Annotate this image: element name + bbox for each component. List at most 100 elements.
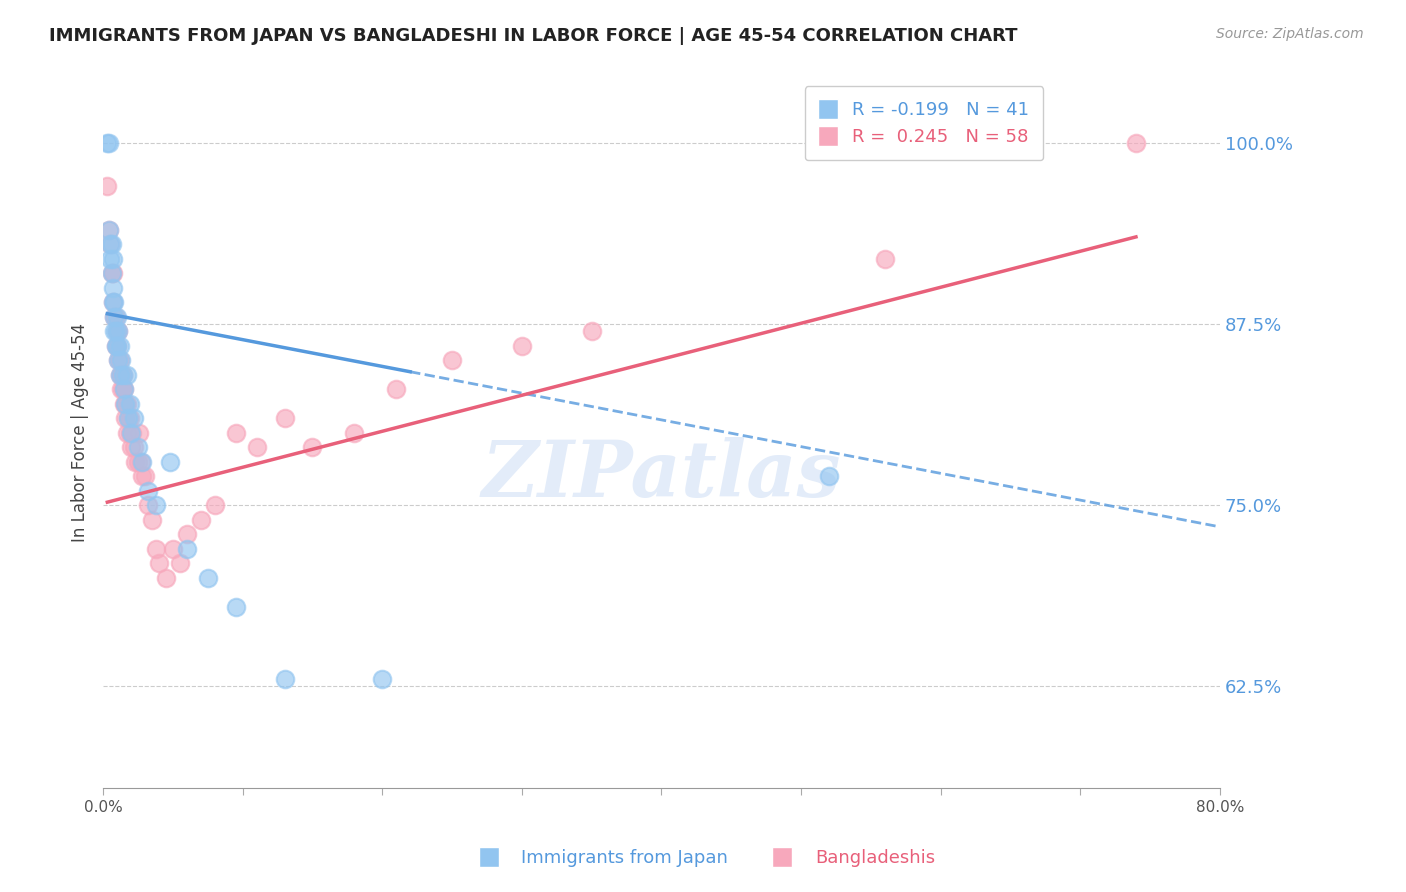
Point xyxy=(100,237,122,252)
Point xyxy=(111,382,134,396)
Point xyxy=(122,440,145,454)
Legend: R = -0.199   N = 41, R =  0.245   N = 58: R = -0.199 N = 41, R = 0.245 N = 58 xyxy=(804,87,1043,161)
Point xyxy=(97,222,120,236)
Point xyxy=(131,454,153,468)
Point xyxy=(124,454,146,468)
Point xyxy=(112,382,135,396)
Point xyxy=(101,295,124,310)
Point xyxy=(197,570,219,584)
Point xyxy=(818,469,841,483)
Point xyxy=(111,368,134,382)
Point xyxy=(112,396,135,410)
Point xyxy=(343,425,366,440)
Point xyxy=(104,338,127,352)
Point xyxy=(204,498,226,512)
Point xyxy=(115,396,138,410)
Point xyxy=(105,338,128,352)
Point xyxy=(105,338,128,352)
Point xyxy=(118,396,141,410)
Point xyxy=(246,440,269,454)
Legend: Immigrants from Japan, Bangladeshis: Immigrants from Japan, Bangladeshis xyxy=(464,842,942,874)
Point xyxy=(128,425,150,440)
Point xyxy=(107,324,129,338)
Point xyxy=(103,310,125,324)
Point xyxy=(108,338,131,352)
Point xyxy=(98,252,121,266)
Point xyxy=(273,411,295,425)
Point xyxy=(120,440,142,454)
Point xyxy=(111,368,134,382)
Point xyxy=(1125,136,1147,150)
Point xyxy=(441,353,464,368)
Point xyxy=(510,338,533,352)
Point xyxy=(97,136,120,150)
Point xyxy=(145,541,167,556)
Point xyxy=(105,310,128,324)
Text: Source: ZipAtlas.com: Source: ZipAtlas.com xyxy=(1216,27,1364,41)
Point xyxy=(104,324,127,338)
Point xyxy=(127,440,149,454)
Point xyxy=(98,237,121,252)
Point xyxy=(110,368,132,382)
Point xyxy=(301,440,323,454)
Point xyxy=(145,498,167,512)
Point xyxy=(273,672,295,686)
Point xyxy=(112,382,135,396)
Point xyxy=(100,266,122,280)
Point xyxy=(108,368,131,382)
Point xyxy=(169,556,191,570)
Point xyxy=(104,310,127,324)
Point xyxy=(110,353,132,368)
Point xyxy=(581,324,603,338)
Point xyxy=(103,310,125,324)
Point xyxy=(101,295,124,310)
Point xyxy=(100,266,122,280)
Point xyxy=(159,454,181,468)
Point xyxy=(190,512,212,526)
Point xyxy=(101,252,124,266)
Point xyxy=(176,541,198,556)
Point xyxy=(103,324,125,338)
Text: IMMIGRANTS FROM JAPAN VS BANGLADESHI IN LABOR FORCE | AGE 45-54 CORRELATION CHAR: IMMIGRANTS FROM JAPAN VS BANGLADESHI IN … xyxy=(49,27,1018,45)
Point xyxy=(103,295,125,310)
Point xyxy=(115,368,138,382)
Point xyxy=(129,454,152,468)
Point xyxy=(371,672,394,686)
Point xyxy=(96,179,118,194)
Point xyxy=(162,541,184,556)
Point xyxy=(101,280,124,294)
Text: ZIPatlas: ZIPatlas xyxy=(482,437,841,514)
Point xyxy=(176,527,198,541)
Point xyxy=(148,556,170,570)
Point xyxy=(136,498,159,512)
Point xyxy=(97,222,120,236)
Point xyxy=(104,338,127,352)
Point xyxy=(110,382,132,396)
Point xyxy=(155,570,177,584)
Point xyxy=(117,411,139,425)
Point xyxy=(114,396,136,410)
Point xyxy=(98,237,121,252)
Point xyxy=(225,599,247,614)
Y-axis label: In Labor Force | Age 45-54: In Labor Force | Age 45-54 xyxy=(72,323,89,542)
Point xyxy=(134,469,156,483)
Point xyxy=(107,353,129,368)
Point xyxy=(108,353,131,368)
Point xyxy=(114,396,136,410)
Point xyxy=(96,136,118,150)
Point xyxy=(120,425,142,440)
Point xyxy=(141,512,163,526)
Point xyxy=(117,411,139,425)
Point xyxy=(105,324,128,338)
Point xyxy=(107,324,129,338)
Point xyxy=(136,483,159,498)
Point xyxy=(107,353,129,368)
Point xyxy=(114,411,136,425)
Point xyxy=(115,425,138,440)
Point xyxy=(131,469,153,483)
Point xyxy=(101,266,124,280)
Point xyxy=(121,425,143,440)
Point xyxy=(873,252,896,266)
Point xyxy=(118,411,141,425)
Point xyxy=(225,425,247,440)
